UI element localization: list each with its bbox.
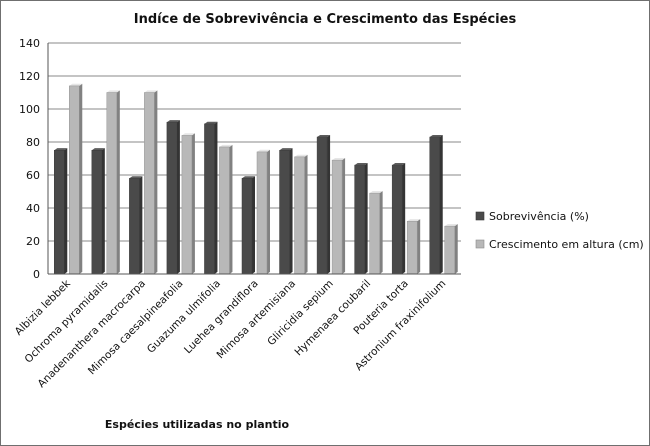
bars xyxy=(54,83,458,275)
category-label: Guazuma ulmifolia xyxy=(145,278,223,356)
bar-crescimento xyxy=(406,219,421,275)
bar-sobrevivencia xyxy=(279,148,293,275)
y-axis-ticks: 0 20 40 60 80 100 120 140 xyxy=(19,37,40,281)
bar-sobrevivencia xyxy=(166,120,180,275)
bar-crescimento xyxy=(181,133,195,275)
y-tick-label: 140 xyxy=(19,37,40,50)
axes xyxy=(47,43,461,275)
y-tick-label: 20 xyxy=(26,235,40,248)
bar-sobrevivencia xyxy=(91,148,105,275)
x-axis-label: Espécies utilizadas no plantio xyxy=(105,418,290,431)
legend-label: Sobrevivência (%) xyxy=(489,210,589,223)
bar-crescimento xyxy=(294,154,308,275)
bar-crescimento xyxy=(69,83,83,275)
legend-swatch xyxy=(475,239,485,249)
chart-title: Indíce de Sobrevivência e Crescimento da… xyxy=(134,12,517,27)
bar-sobrevivencia xyxy=(316,134,331,275)
y-tick-label: 60 xyxy=(26,169,40,182)
bar-crescimento xyxy=(331,158,346,275)
y-tick-label: 100 xyxy=(19,103,40,116)
category-label: Gliricidia sepium xyxy=(265,278,335,348)
legend-label: Crescimento em altura (cm) xyxy=(489,238,644,251)
bar-sobrevivencia xyxy=(354,163,368,275)
y-tick-label: 0 xyxy=(33,268,40,281)
bar-crescimento xyxy=(219,144,233,275)
legend-swatch xyxy=(475,211,485,221)
bar-sobrevivencia xyxy=(129,176,143,275)
bar-sobrevivencia xyxy=(391,163,406,275)
bar-crescimento xyxy=(106,90,120,275)
category-label: Luehea grandiflora xyxy=(182,278,261,357)
bar-sobrevivencia xyxy=(241,176,255,275)
y-tick-label: 40 xyxy=(26,202,40,215)
bar-crescimento xyxy=(256,149,270,275)
bar-crescimento xyxy=(444,224,458,275)
bar-sobrevivencia xyxy=(54,148,68,275)
bar-crescimento xyxy=(144,90,158,275)
bar-crescimento xyxy=(369,191,383,275)
y-tick-label: 120 xyxy=(19,70,40,83)
bar-sobrevivencia xyxy=(204,121,218,275)
bar-sobrevivencia xyxy=(429,134,443,275)
y-tick-label: 80 xyxy=(26,136,40,149)
legend: Sobrevivência (%) Crescimento em altura (… xyxy=(475,210,644,251)
